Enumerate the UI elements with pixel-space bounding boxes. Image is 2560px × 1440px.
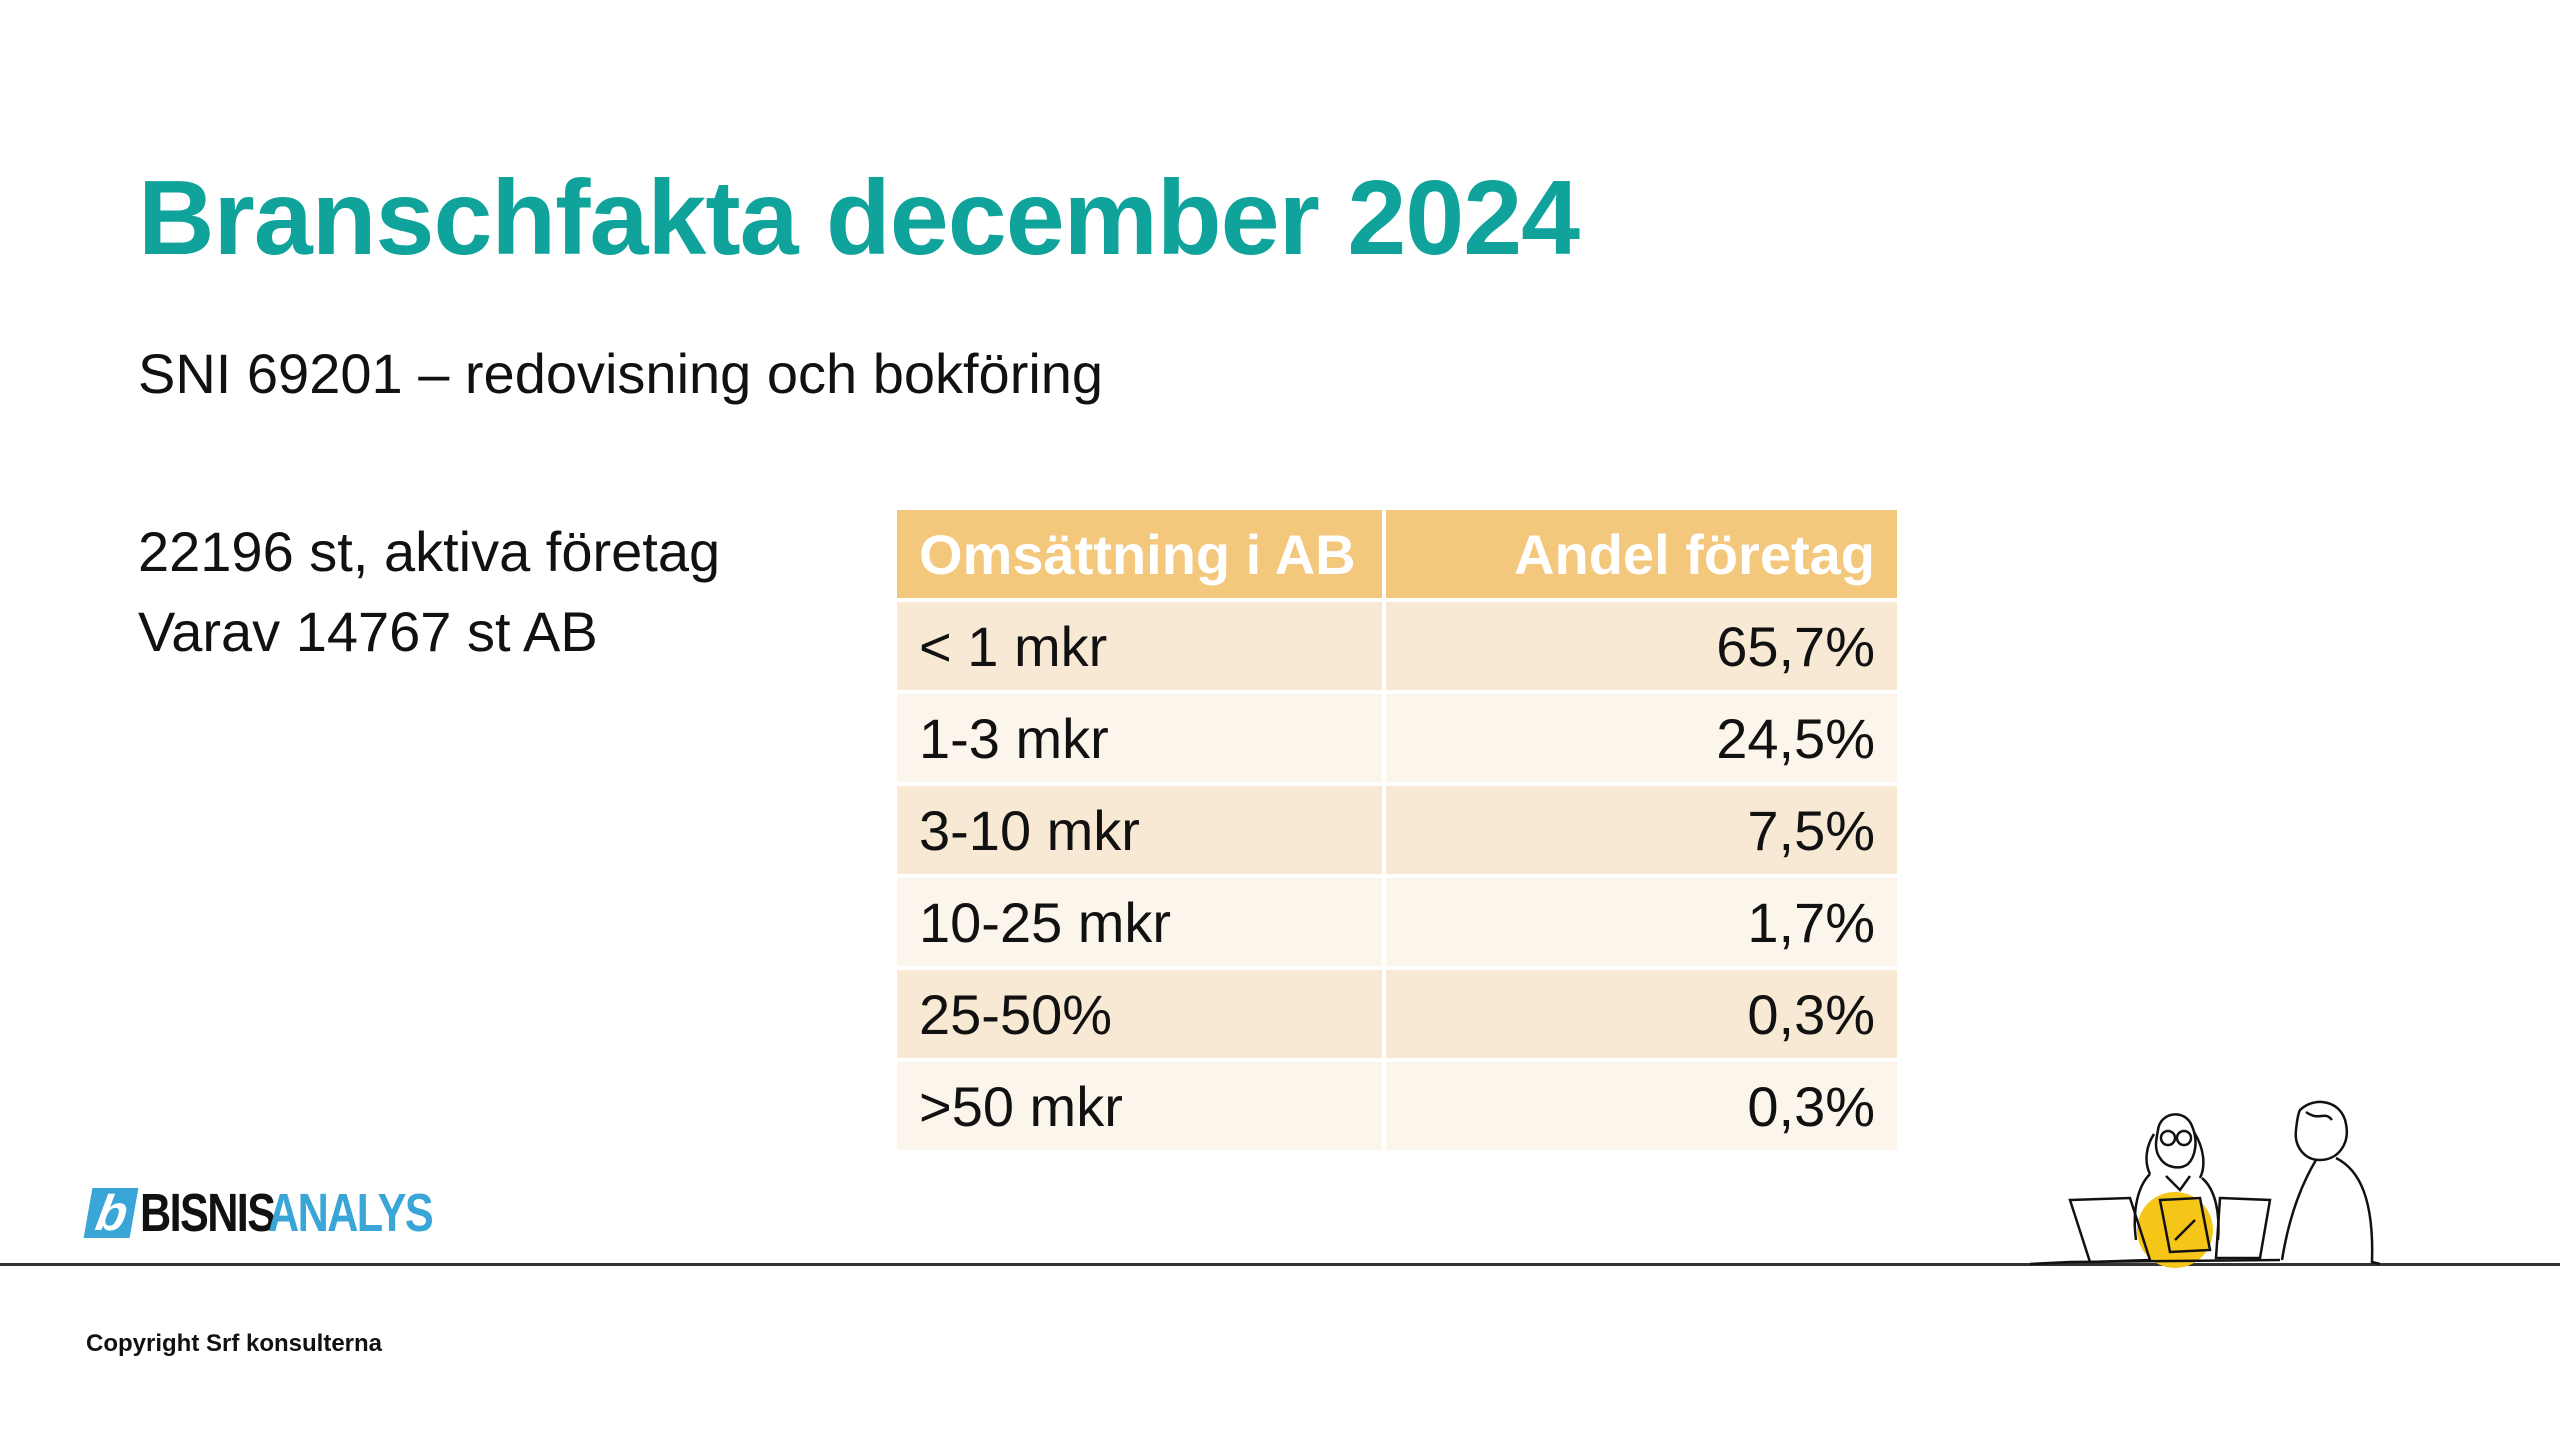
fact-ab-companies: Varav 14767 st AB bbox=[138, 600, 598, 663]
table-cell-share: 65,7% bbox=[1386, 602, 1897, 690]
table-cell-range: 1-3 mkr bbox=[897, 694, 1382, 782]
header-turnover: Omsättning i AB bbox=[897, 510, 1382, 598]
table-row: >50 mkr 0,3% bbox=[897, 1062, 1897, 1150]
table-cell-share: 0,3% bbox=[1386, 1062, 1897, 1150]
table-row: 3-10 mkr 7,5% bbox=[897, 786, 1897, 874]
table-row: 10-25 mkr 1,7% bbox=[897, 878, 1897, 966]
facts-block: 22196 st, aktiva företag Varav 14767 st … bbox=[138, 512, 720, 672]
table-cell-share: 7,5% bbox=[1386, 786, 1897, 874]
logo-text-analys: ANALYS bbox=[268, 1183, 434, 1243]
logo-text-bisnis: BISNIS bbox=[140, 1183, 276, 1243]
table-cell-range: < 1 mkr bbox=[897, 602, 1382, 690]
table-cell-range: 10-25 mkr bbox=[897, 878, 1382, 966]
table-cell-share: 0,3% bbox=[1386, 970, 1897, 1058]
header-share: Andel företag bbox=[1386, 510, 1897, 598]
slide-title: Branschfakta december 2024 bbox=[138, 159, 1580, 277]
table-cell-share: 24,5% bbox=[1386, 694, 1897, 782]
footer-divider bbox=[0, 1263, 2560, 1266]
people-at-laptops-illustration bbox=[2029, 1100, 2381, 1268]
copyright-text: Copyright Srf konsulterna bbox=[86, 1330, 383, 1357]
table-row: 1-3 mkr 24,5% bbox=[897, 694, 1897, 782]
turnover-table: Omsättning i AB Andel företag < 1 mkr 65… bbox=[897, 510, 1897, 1154]
table-cell-range: 3-10 mkr bbox=[897, 786, 1382, 874]
table-cell-range: 25-50% bbox=[897, 970, 1382, 1058]
table-row: 25-50% 0,3% bbox=[897, 970, 1897, 1058]
table-cell-share: 1,7% bbox=[1386, 878, 1897, 966]
table-header-row: Omsättning i AB Andel företag bbox=[897, 510, 1897, 598]
bisnis-analys-logo: b BISNIS ANALYS bbox=[83, 1183, 473, 1243]
table-cell-range: >50 mkr bbox=[897, 1062, 1382, 1150]
table-row: < 1 mkr 65,7% bbox=[897, 602, 1897, 690]
slide-subtitle: SNI 69201 – redovisning och bokföring bbox=[138, 342, 1104, 405]
yellow-accent-icon bbox=[2137, 1192, 2213, 1268]
logo-mark-icon: b bbox=[83, 1185, 139, 1241]
fact-active-companies: 22196 st, aktiva företag bbox=[138, 520, 721, 583]
